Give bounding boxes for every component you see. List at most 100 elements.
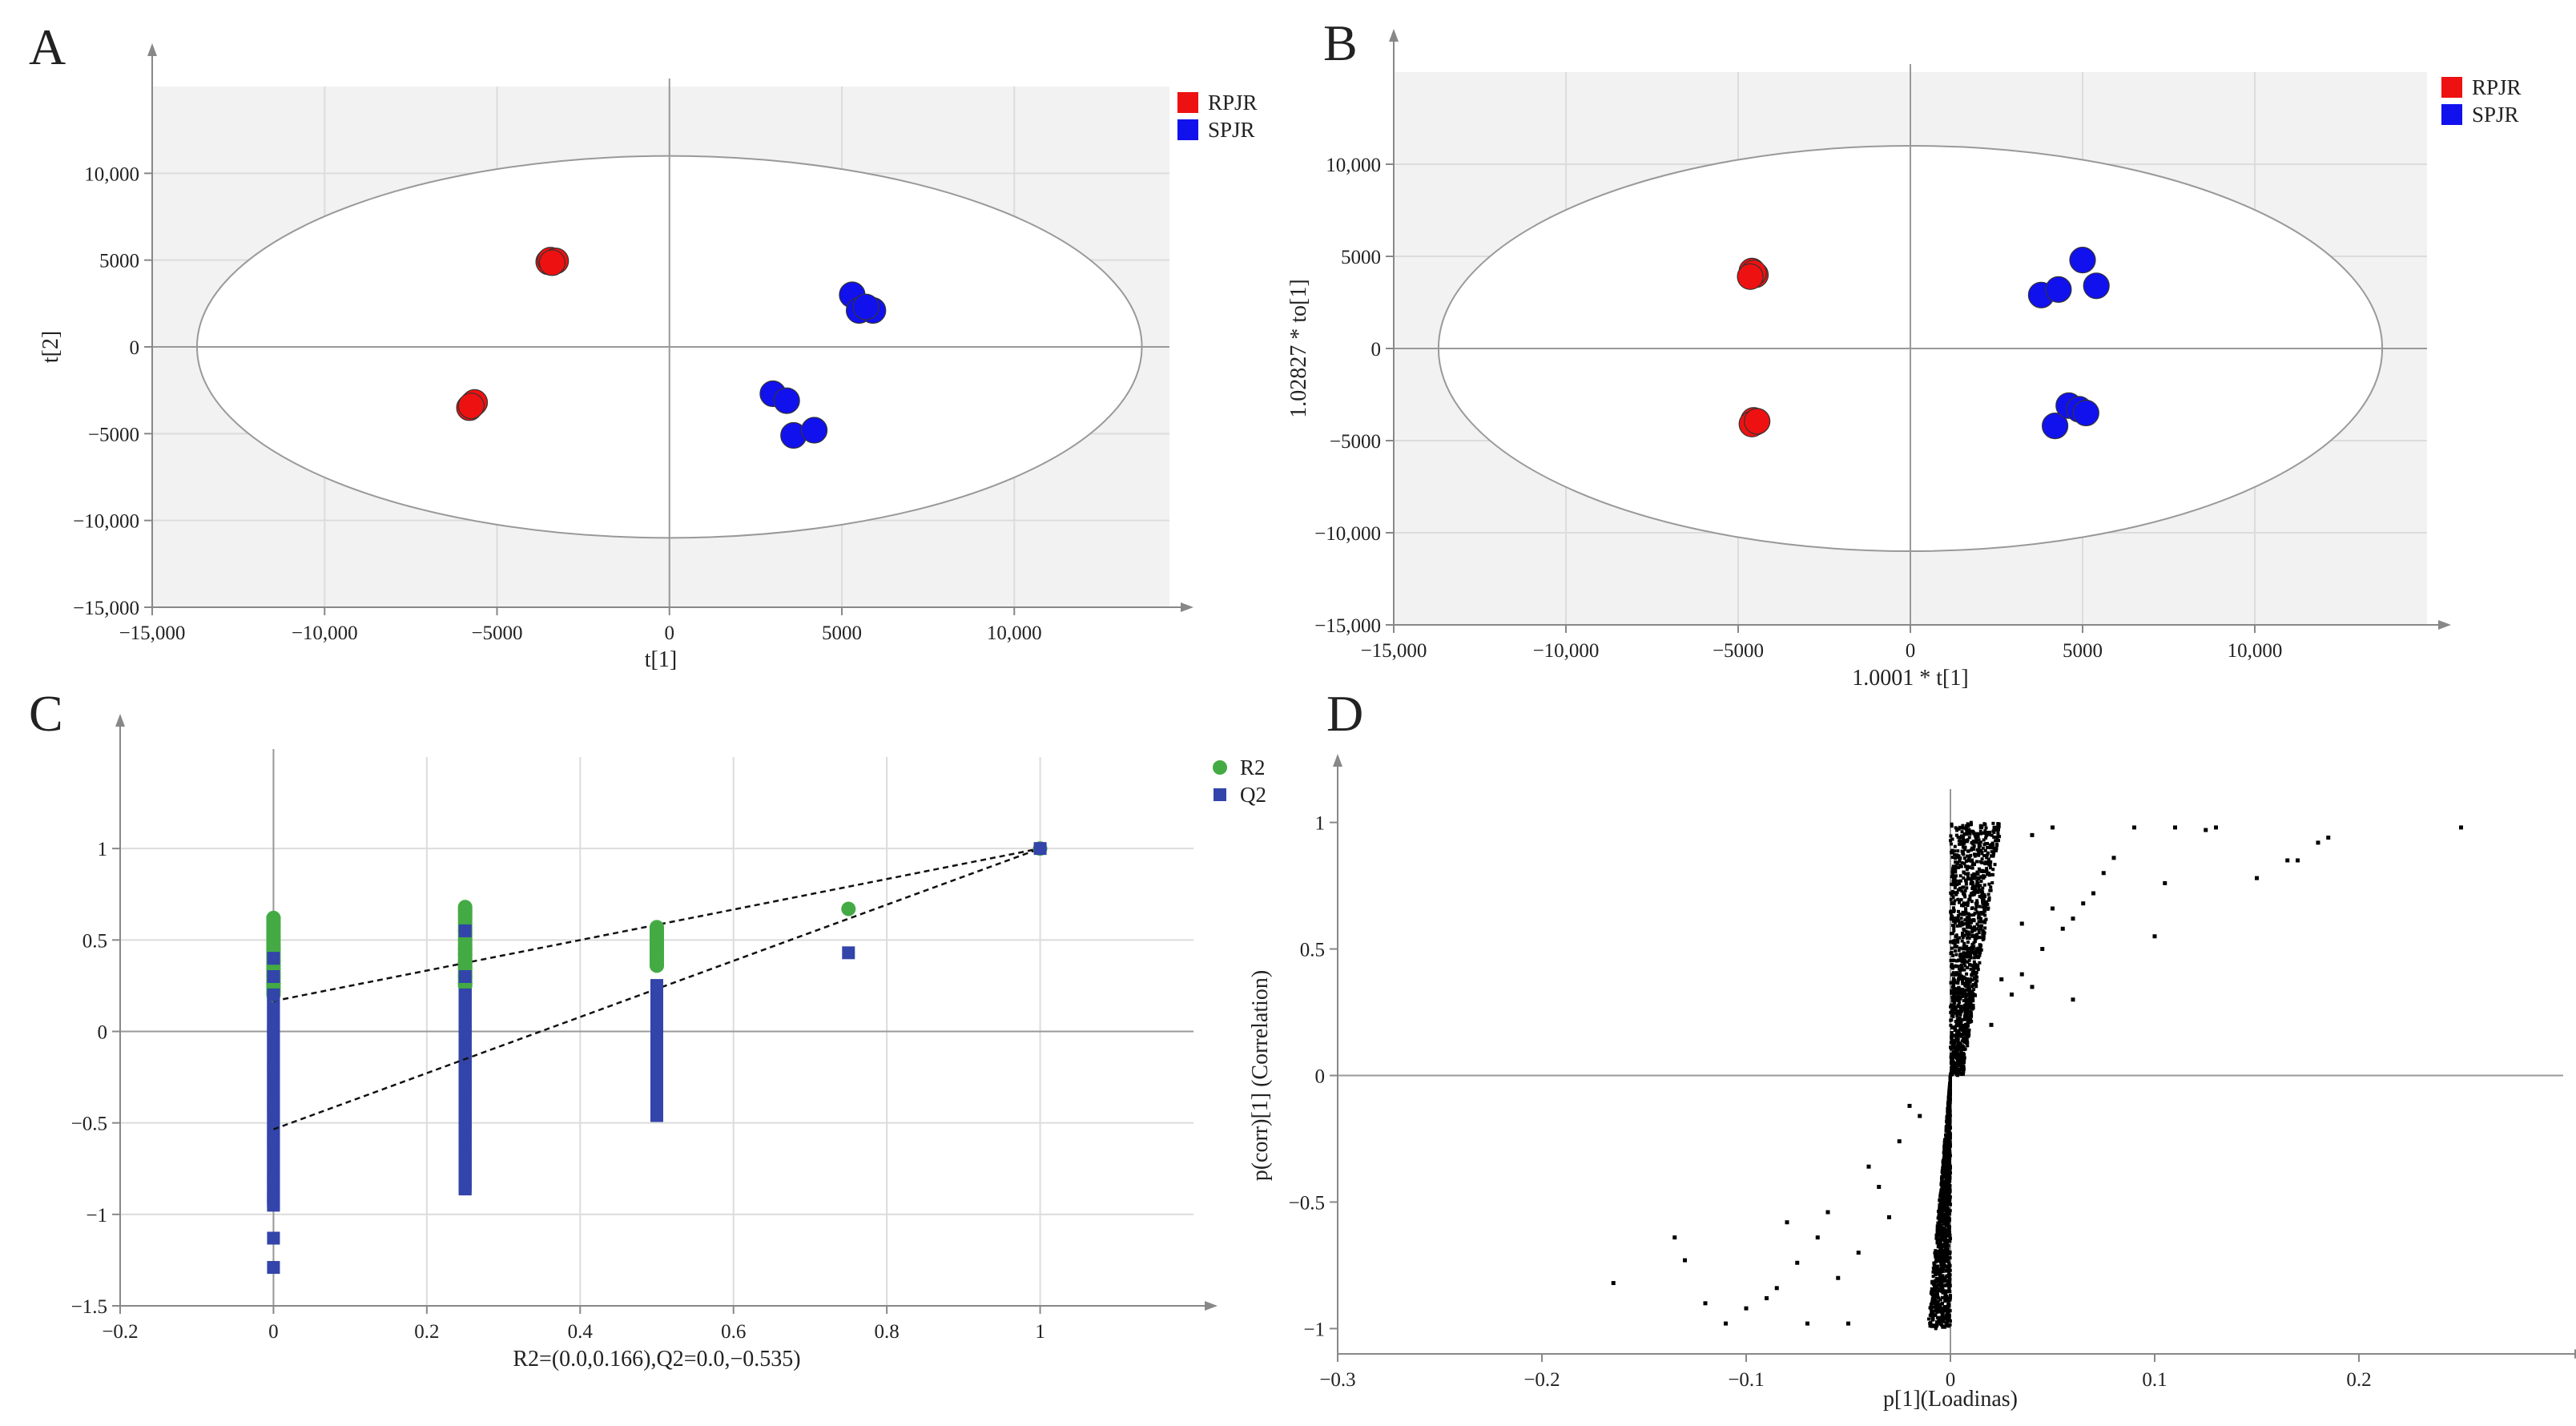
loading-dense-point xyxy=(1969,967,1973,971)
loading-dense-point xyxy=(1957,827,1961,831)
loading-dense-point xyxy=(1942,1208,1946,1212)
loading-dense-point xyxy=(1962,891,1966,895)
x-tick-label: 0.2 xyxy=(414,1321,439,1343)
loading-dense-point xyxy=(1942,1263,1946,1267)
loading-dense-point xyxy=(1945,1195,1949,1199)
loading-dense-point xyxy=(1935,1224,1939,1228)
loading-dense-point xyxy=(1946,1253,1950,1257)
loading-dense-point xyxy=(1949,909,1953,913)
loading-dense-point xyxy=(1982,931,1986,935)
loading-dense-point xyxy=(1956,997,1960,1001)
loading-dense-point xyxy=(1987,896,1991,900)
loading-dense-point xyxy=(1966,864,1970,868)
loading-dense-point xyxy=(1960,1039,1964,1043)
loading-dense-point xyxy=(1961,845,1965,849)
point-q2 xyxy=(1033,842,1047,856)
loading-dense-point xyxy=(1957,967,1961,971)
loading-dense-point xyxy=(1978,951,1982,955)
loading-dense-point xyxy=(1948,1212,1952,1216)
loading-dense-point xyxy=(1950,1041,1954,1045)
loading-dense-point xyxy=(1974,860,1978,864)
loading-dense-point xyxy=(1942,1155,1946,1159)
point-loading xyxy=(1703,1301,1708,1306)
loading-dense-point xyxy=(1934,1267,1938,1271)
loading-dense-point xyxy=(1982,908,1986,912)
loading-dense-point xyxy=(1938,1232,1942,1236)
loading-dense-point xyxy=(1947,1154,1951,1158)
loading-dense-point xyxy=(1972,872,1976,876)
point-loading xyxy=(1672,1235,1677,1240)
loading-dense-point xyxy=(1957,919,1961,923)
loading-dense-point xyxy=(1947,1239,1951,1243)
loading-dense-point xyxy=(1970,876,1974,880)
loading-dense-point xyxy=(1954,965,1958,969)
loading-dense-point xyxy=(1960,974,1964,978)
loading-dense-point xyxy=(1954,945,1958,949)
loading-dense-point xyxy=(1965,840,1969,844)
loading-dense-point xyxy=(1948,1179,1952,1183)
loading-dense-point xyxy=(1975,950,1979,954)
loading-dense-point xyxy=(1954,879,1958,883)
y-tick-label: −5000 xyxy=(88,424,139,445)
loading-dense-point xyxy=(1956,835,1960,839)
y-axis-label: 1.02827 * to[1] xyxy=(1286,279,1311,417)
loading-dense-point xyxy=(1948,1081,1952,1085)
loading-dense-point xyxy=(1946,1213,1950,1217)
loading-dense-point xyxy=(1984,836,1988,840)
loading-dense-point xyxy=(1959,1072,1963,1076)
loading-dense-point xyxy=(1961,987,1965,991)
loading-dense-point xyxy=(1985,869,1989,873)
loading-dense-point xyxy=(1946,1303,1950,1307)
loading-dense-point xyxy=(1952,902,1956,906)
loading-dense-point xyxy=(1997,822,2001,826)
loading-dense-point xyxy=(1956,1041,1960,1045)
loading-dense-point xyxy=(1938,1213,1942,1217)
loading-dense-point xyxy=(1966,930,1970,934)
loading-dense-point xyxy=(1960,920,1964,924)
y-tick-label: 1 xyxy=(1315,813,1326,835)
loading-dense-point xyxy=(1931,1314,1935,1318)
panel-letter: B xyxy=(1323,14,1358,71)
loading-dense-point xyxy=(1950,917,1954,921)
loading-dense-point xyxy=(1981,846,1985,850)
loading-dense-point xyxy=(1970,989,1974,993)
loading-dense-point xyxy=(1990,833,1994,837)
loading-dense-point xyxy=(1966,985,1970,989)
y-tick-label: 0.5 xyxy=(83,930,107,952)
loading-dense-point xyxy=(1956,940,1960,944)
loading-dense-point xyxy=(1945,1166,1949,1170)
loading-dense-point xyxy=(1943,1238,1947,1242)
loading-dense-point xyxy=(1968,832,1972,836)
loading-dense-point xyxy=(1954,856,1958,860)
loading-dense-point xyxy=(1955,890,1959,894)
loading-dense-point xyxy=(1962,961,1966,965)
loading-dense-point xyxy=(1977,838,1981,842)
loading-dense-point xyxy=(1955,828,1959,832)
loading-dense-point xyxy=(1942,1307,1946,1311)
loading-dense-point xyxy=(1976,890,1980,894)
loading-dense-point xyxy=(1977,924,1981,928)
loading-dense-point xyxy=(1941,1248,1945,1252)
x-axis-arrow xyxy=(1205,1301,1218,1311)
point-q2 xyxy=(650,1109,663,1122)
loading-dense-point xyxy=(1967,981,1971,985)
loading-dense-point xyxy=(1978,840,1982,844)
loading-dense-point xyxy=(1979,876,1983,880)
loading-dense-point xyxy=(1995,842,1999,846)
loading-dense-point xyxy=(1943,1299,1947,1303)
loading-dense-point xyxy=(1948,1086,1952,1090)
loading-dense-point xyxy=(1937,1224,1941,1228)
loading-dense-point xyxy=(1967,877,1971,881)
loading-dense-point xyxy=(1958,860,1962,864)
loading-dense-point xyxy=(1975,848,1979,852)
loading-dense-point xyxy=(1970,945,1974,949)
point-rpjr xyxy=(1737,263,1764,290)
loading-dense-point xyxy=(1951,916,1955,920)
loading-dense-point xyxy=(1981,933,1985,937)
loading-dense-point xyxy=(1946,1144,1950,1148)
y-tick-label: 1 xyxy=(98,839,108,860)
loading-dense-point xyxy=(1947,1229,1951,1233)
loading-dense-point xyxy=(1995,836,1999,840)
loading-dense-point xyxy=(1953,899,1957,903)
loading-dense-point xyxy=(1942,1197,1946,1201)
